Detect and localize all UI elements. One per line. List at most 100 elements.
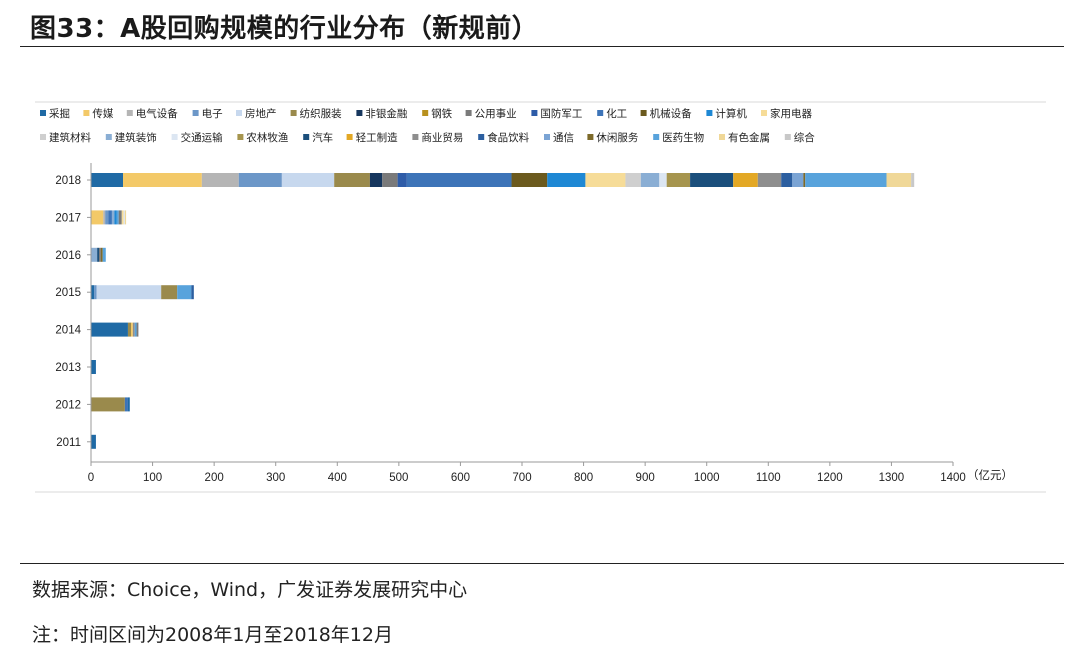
- bar-segment: [121, 210, 124, 225]
- legend-swatch: [706, 110, 713, 116]
- bar-segment: [201, 173, 239, 187]
- bar-segment: [91, 247, 98, 262]
- bar-segment: [397, 173, 407, 187]
- legend-swatch: [192, 110, 199, 116]
- bar-segment: [547, 173, 586, 187]
- legend-label: 汽车: [312, 131, 333, 144]
- bar-segment: [334, 173, 370, 187]
- bar-segment: [91, 285, 95, 300]
- figure-title: 图33：A股回购规模的行业分布（新规前）: [30, 14, 539, 44]
- bar-segment: [406, 173, 512, 187]
- x-tick-label: 900: [636, 472, 655, 484]
- bar-segment: [625, 173, 641, 187]
- bar-segment: [136, 322, 139, 337]
- x-tick-label: 600: [451, 472, 470, 484]
- legend-label: 轻工制造: [356, 131, 398, 144]
- x-tick-label: 700: [512, 472, 531, 484]
- bar-segment: [91, 434, 96, 449]
- legend-swatch: [544, 134, 550, 140]
- bar-segment: [805, 173, 887, 187]
- x-axis-unit: （亿元）: [967, 469, 1013, 482]
- legend-swatch: [83, 110, 90, 116]
- source-note: 数据来源：Choice，Wind，广发证券发展研究中心: [32, 579, 468, 601]
- legend-label: 通信: [553, 132, 574, 144]
- legend-swatch: [653, 134, 660, 140]
- bar-segment: [369, 173, 383, 187]
- bar-segment: [640, 173, 660, 187]
- x-tick-label: 400: [328, 472, 347, 484]
- bar-segment: [191, 285, 194, 300]
- legend-swatch: [597, 110, 604, 116]
- stacked-bar-chart: 采掘 传媒 电气设备 电子 房地产 纺织服装 非银金融 钢铁 公用事业 国防军工 化工 机械设备 计算机…: [35, 101, 1046, 493]
- y-tick-label: 2015: [55, 287, 81, 299]
- bar-segment: [91, 397, 125, 412]
- legend-swatch: [719, 134, 725, 140]
- bar-segment: [511, 173, 548, 187]
- legend-swatch: [640, 110, 647, 116]
- x-tick-label: 300: [266, 472, 285, 484]
- bar-segment: [123, 173, 202, 187]
- bar-segment: [94, 285, 97, 300]
- legend-label: 有色金属: [728, 131, 770, 144]
- legend-label: 休闲服务: [596, 131, 638, 144]
- legend-swatch: [422, 110, 429, 116]
- bar-segment: [103, 210, 106, 225]
- legend-swatch: [531, 110, 538, 116]
- legend-swatch: [290, 110, 297, 116]
- bar-segment: [177, 285, 192, 300]
- legend-swatch: [303, 134, 310, 140]
- bar-segment: [132, 322, 135, 337]
- legend-label: 非银金融: [365, 107, 407, 120]
- bar-segment: [127, 397, 130, 412]
- legend-swatch: [105, 134, 112, 140]
- bar-segment: [114, 210, 117, 225]
- y-tick-label: 2014: [55, 325, 81, 337]
- x-tick-label: 500: [389, 472, 408, 484]
- legend-label: 交通运输: [181, 131, 223, 144]
- bar-segment: [91, 173, 124, 187]
- x-tick-label: 1300: [879, 472, 905, 484]
- legend-swatch: [465, 110, 472, 116]
- legend-swatch: [126, 110, 133, 116]
- bar-segment: [127, 322, 132, 337]
- bars: [91, 173, 915, 449]
- bar-segment: [690, 173, 734, 187]
- legend-label: 电子: [202, 107, 223, 120]
- bar-segment: [102, 247, 106, 262]
- x-tick-label: 1000: [694, 472, 720, 484]
- legend-swatch: [40, 134, 46, 140]
- bar-segment: [111, 210, 115, 225]
- x-tick-label: 800: [574, 472, 593, 484]
- bar-segment: [757, 173, 782, 187]
- legend-label: 食品饮料: [487, 131, 529, 144]
- bar-segment: [131, 322, 133, 337]
- legend-swatch: [761, 110, 767, 116]
- bar-segment: [108, 210, 112, 225]
- bar-segment: [382, 173, 398, 187]
- bar-segment: [96, 285, 162, 300]
- bar-segment: [161, 285, 178, 300]
- x-tick-label: 1400: [940, 472, 966, 484]
- legend-label: 房地产: [245, 107, 277, 120]
- legend-label: 纺织服装: [300, 107, 342, 120]
- bar-segment: [585, 173, 626, 187]
- legend-swatch: [412, 134, 419, 140]
- x-tick-label: 200: [205, 472, 224, 484]
- y-tick-label: 2011: [56, 437, 81, 449]
- x-tick-label: 0: [88, 472, 94, 484]
- bar-segment: [91, 322, 128, 337]
- legend-label: 计算机: [715, 107, 747, 120]
- legend-label: 电气设备: [136, 107, 178, 120]
- legend-label: 建筑材料: [49, 131, 91, 144]
- bar-segment: [666, 173, 691, 187]
- bar-segment: [803, 173, 806, 187]
- legend-label: 采掘: [49, 107, 70, 120]
- legend-label: 家用电器: [770, 107, 812, 120]
- legend-swatch: [237, 134, 244, 140]
- bar-segment: [97, 247, 100, 262]
- bar-segment: [886, 173, 912, 187]
- axes: 2018 2017 2016 2015 2014 2013 2012 2011 0 100 200 3…: [55, 163, 1013, 484]
- bar-segment: [118, 210, 122, 225]
- legend-swatch: [171, 134, 178, 140]
- y-tick-label: 2018: [55, 175, 81, 187]
